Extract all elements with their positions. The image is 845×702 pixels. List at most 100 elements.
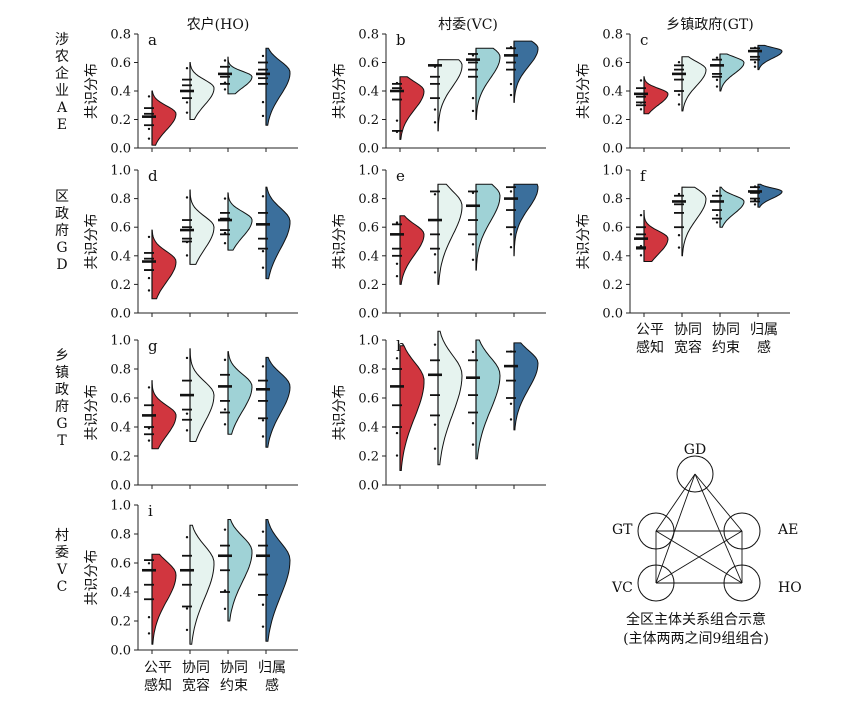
point xyxy=(509,82,513,86)
point xyxy=(261,114,265,118)
row-label: 区政府 G D xyxy=(55,189,69,273)
y-tick-label: 0.6 xyxy=(602,221,623,236)
point xyxy=(715,78,719,82)
diagram-caption-sub: (主体两两之间9组组合) xyxy=(623,631,769,647)
panel-f: 0.0 0.2 0.4 0.6 0.8 1.0 f 共识分布 xyxy=(576,164,790,322)
point xyxy=(639,244,643,248)
point xyxy=(261,54,265,58)
category-label: 宽容 xyxy=(674,339,702,356)
point xyxy=(509,350,513,353)
y-axis-label: 共识分布 xyxy=(84,63,100,119)
y-axis-label: 共识分布 xyxy=(576,63,592,119)
y-tick-label: 0.6 xyxy=(110,56,131,71)
point xyxy=(185,101,189,104)
point xyxy=(147,95,151,98)
point xyxy=(471,350,475,354)
violin-归属感 xyxy=(265,47,291,126)
violin-协同约束 xyxy=(227,56,253,95)
point xyxy=(223,607,227,611)
category-label: 感 xyxy=(757,339,771,356)
y-tick-label: 0.2 xyxy=(110,450,131,465)
category-label: 约束 xyxy=(220,678,248,694)
y-tick-label: 0.2 xyxy=(110,615,131,630)
violin-归属感 xyxy=(513,342,539,431)
point xyxy=(433,343,437,346)
y-tick-label: 0.0 xyxy=(602,142,623,157)
point xyxy=(509,402,513,405)
y-tick-label: 0.4 xyxy=(358,421,379,436)
point xyxy=(185,628,189,632)
category-label: 归属 xyxy=(750,321,778,338)
y-tick-label: 0.4 xyxy=(110,249,131,264)
point xyxy=(395,357,399,360)
violin-协同宽容 xyxy=(189,524,215,645)
point xyxy=(395,274,399,278)
y-axis-label: 共识分布 xyxy=(84,385,100,441)
point xyxy=(223,242,227,245)
point xyxy=(753,203,757,206)
y-tick-label: 0.4 xyxy=(602,249,623,264)
y-tick-label: 0.2 xyxy=(358,113,379,128)
y-axis-label: 共识分布 xyxy=(332,63,348,119)
y-tick-label: 0.6 xyxy=(358,56,379,71)
point xyxy=(639,254,643,257)
column-title-gt: 乡镇政府(GT) xyxy=(666,17,753,33)
y-tick-label: 0.2 xyxy=(110,113,131,128)
y-tick-label: 0.8 xyxy=(358,28,379,43)
point xyxy=(185,356,189,360)
point xyxy=(223,81,227,84)
violin-归属感 xyxy=(513,183,539,257)
panel-letter: e xyxy=(396,167,405,185)
point xyxy=(753,46,757,50)
panel-letter: c xyxy=(640,31,648,49)
point xyxy=(261,266,265,269)
y-tick-label: 0.8 xyxy=(358,363,379,378)
y-tick-label: 0.0 xyxy=(358,142,379,157)
panel-e: 0.0 0.2 0.4 0.6 0.8 1.0 e 共识分布 xyxy=(332,164,546,322)
category-label: 宽容 xyxy=(182,677,210,694)
node-label-GD: GD xyxy=(684,442,706,458)
panel-g: 0.0 0.2 0.4 0.6 0.8 1.0 g 共识分布 xyxy=(84,334,298,494)
point xyxy=(147,127,151,131)
point xyxy=(471,443,475,446)
row-label: 涉农企业 A E xyxy=(55,32,69,133)
y-tick-label: 1.0 xyxy=(110,334,131,349)
y-tick-label: 0.8 xyxy=(110,28,131,43)
point xyxy=(261,419,265,422)
y-axis-label: 共识分布 xyxy=(332,385,348,441)
node-label-GT: GT xyxy=(612,522,633,538)
edge-GD-VC xyxy=(655,473,696,584)
point xyxy=(715,189,719,193)
point xyxy=(147,386,151,389)
point xyxy=(753,65,757,68)
point xyxy=(639,101,643,104)
diagram-caption: 全区主体关系组合示意 xyxy=(626,611,766,628)
violin-协同约束 xyxy=(719,53,745,92)
violin-公平感知 xyxy=(151,553,177,645)
point xyxy=(395,454,399,457)
node-GD xyxy=(676,455,714,493)
point xyxy=(471,422,475,425)
edge-AE-VC xyxy=(655,530,743,584)
point xyxy=(395,119,399,122)
y-axis-label: 共识分布 xyxy=(84,550,100,606)
y-tick-label: 0.2 xyxy=(602,113,623,128)
panel-i: 0.0 0.2 0.4 0.6 0.8 1.0 i 共识分布 xyxy=(84,499,298,659)
row-label: 村委 V C xyxy=(55,528,69,595)
category-label: 感 xyxy=(265,677,279,694)
point xyxy=(677,93,681,96)
point xyxy=(147,427,151,430)
y-tick-label: 0.6 xyxy=(110,392,131,407)
point xyxy=(185,254,189,257)
point xyxy=(471,54,475,57)
point xyxy=(395,262,399,266)
violin-公平感知 xyxy=(399,345,425,471)
category-label: 感知 xyxy=(144,677,172,694)
y-tick-label: 1.0 xyxy=(110,164,131,179)
point xyxy=(715,56,719,59)
violin-公平感知 xyxy=(151,229,177,300)
point xyxy=(471,96,475,100)
violin-协同约束 xyxy=(227,192,253,251)
